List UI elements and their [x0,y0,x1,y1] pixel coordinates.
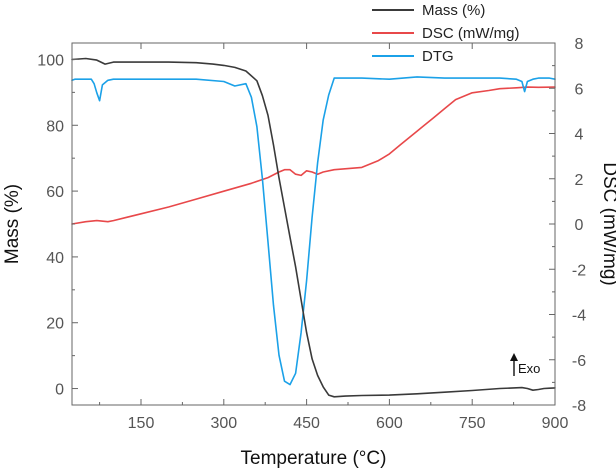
y-left-axis-title: Mass (%) [2,184,23,264]
y-left-tick-label: 80 [46,118,64,135]
plot-lines [71,57,556,398]
y-right-tick-label: -6 [572,353,586,370]
y-right-tick-label: 2 [575,172,584,189]
exo-arrowhead-icon [510,353,518,361]
series-line-mass [71,57,556,398]
y-right-tick-label: 0 [575,217,584,234]
x-tick-label: 150 [128,415,155,432]
y-left-tick-label: 40 [46,250,64,267]
y-right-tick-label: -8 [572,398,586,415]
y-right-tick-label: -4 [572,308,586,325]
y-right-axis-title: DSC (mW/mg) [599,162,616,285]
x-tick-label: 600 [376,415,403,432]
x-tick-label: 450 [293,415,320,432]
series-line-dtg [71,76,556,386]
y-left-tick-label: 0 [55,382,64,399]
y-left-tick-label: 100 [37,52,64,69]
legend-label: DTG [422,48,454,65]
legend-label: DSC (mW/mg) [422,25,520,42]
plot-frame [71,42,556,406]
axes: 150 300 450 600 750 900 0 20 40 60 80 100 -8 -6 -4 -2 0 2… [2,36,616,469]
x-axis-title: Temperature (°C) [241,448,387,469]
legend-label: Mass (%) [422,2,485,19]
legend: Mass (%) DSC (mW/mg) DTG [372,2,520,65]
exo-label: Exo [518,361,540,376]
series-line-dsc-mw-mg [71,86,556,225]
y-right-tick-label: 6 [575,81,584,98]
y-right-tick-label: 8 [575,36,584,53]
x-tick-label: 300 [210,415,237,432]
annotation: Exo [510,353,540,376]
y-left-tick-label: 60 [46,184,64,201]
y-right-tick-label: 4 [575,127,584,144]
x-tick-label: 900 [542,415,569,432]
y-left-tick-label: 20 [46,316,64,333]
y-right-tick-label: -2 [572,262,586,279]
x-tick-label: 750 [459,415,486,432]
